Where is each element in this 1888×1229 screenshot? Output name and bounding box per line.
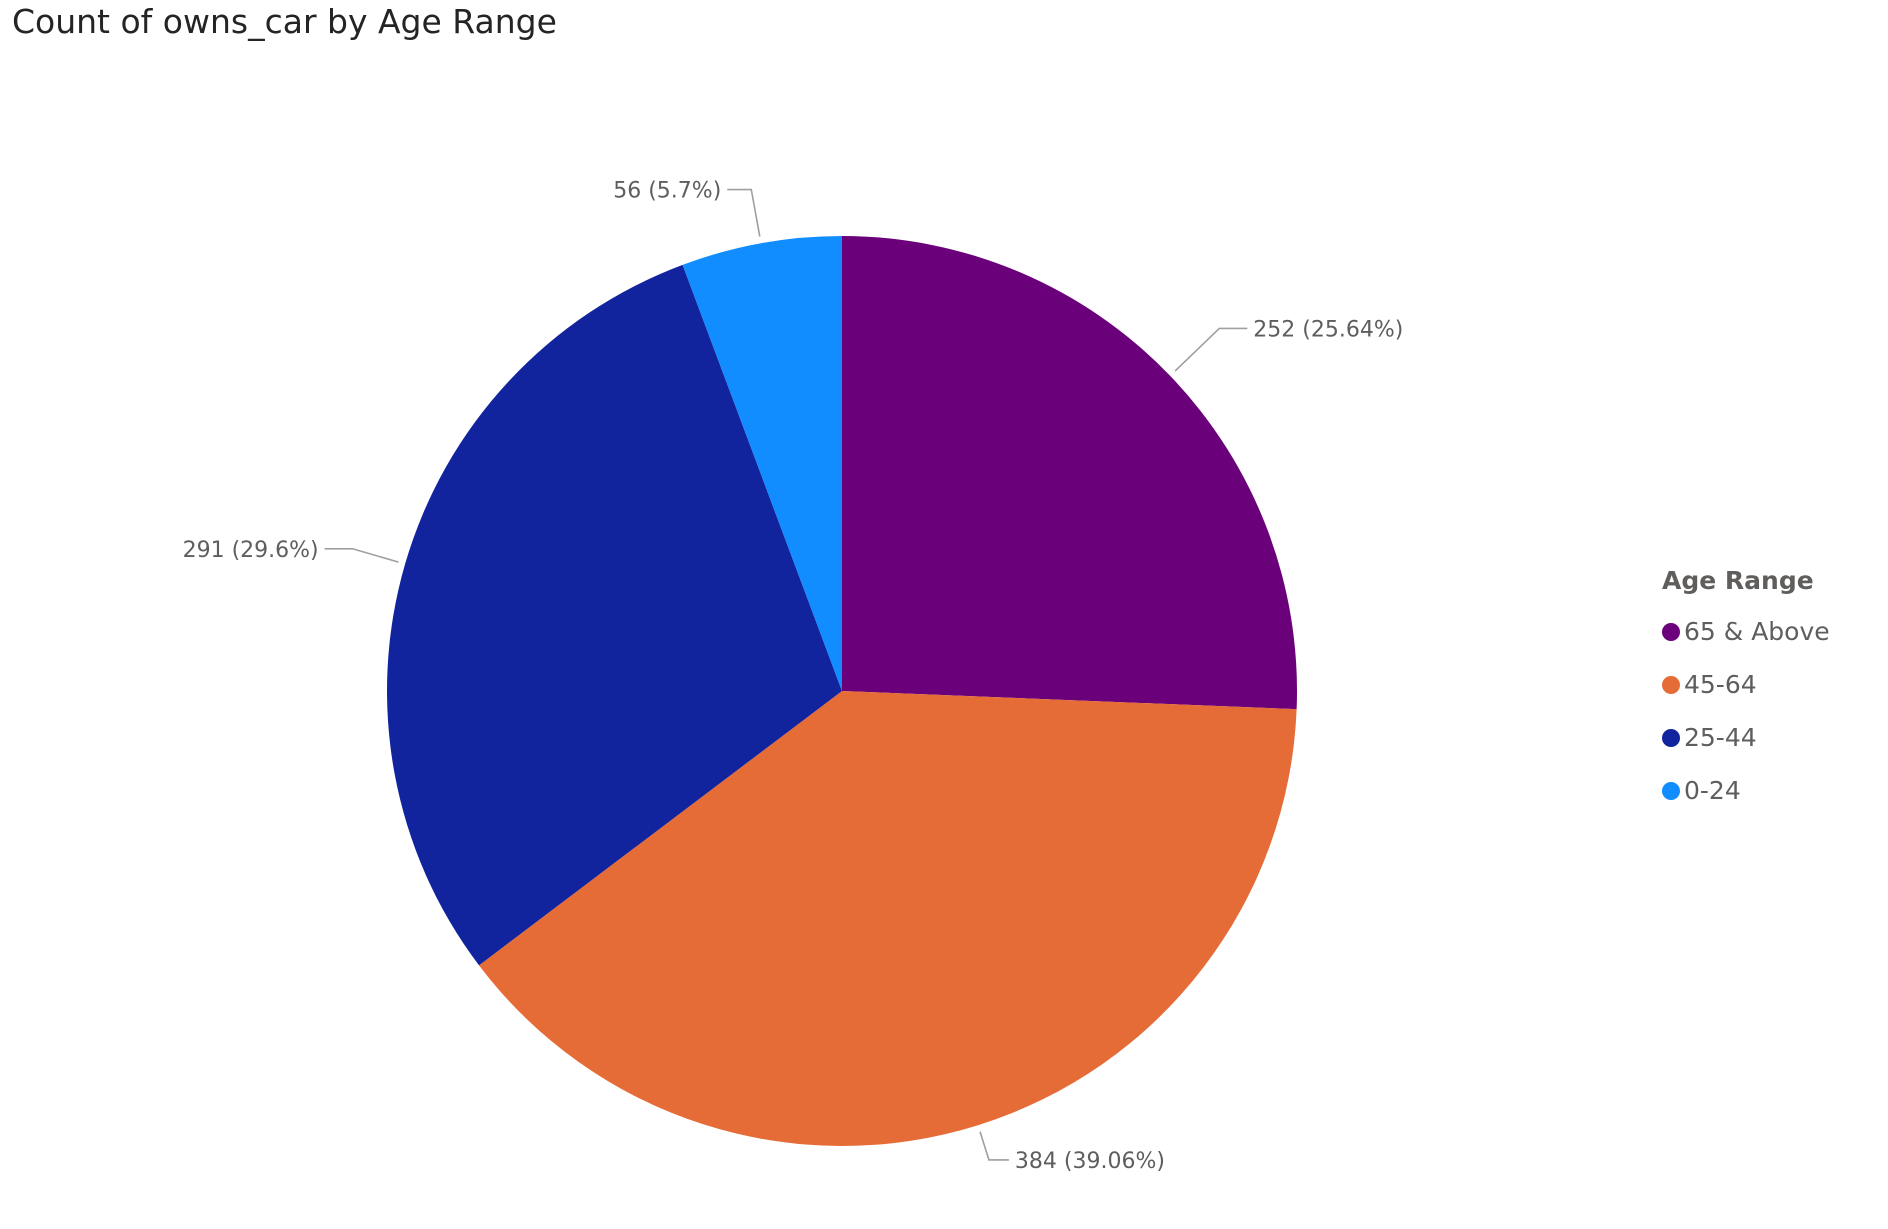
legend-label: 25-44 bbox=[1684, 723, 1757, 752]
pie-slice-25-44[interactable] bbox=[386, 264, 842, 966]
data-label: 252 (25.64%) bbox=[1253, 317, 1403, 342]
leader-line bbox=[979, 1131, 1009, 1161]
legend: Age Range 65 & Above 45-64 25-44 0-24 bbox=[1662, 566, 1830, 817]
legend-marker-icon bbox=[1662, 675, 1680, 694]
legend-label: 45-64 bbox=[1684, 670, 1757, 699]
pie-slices bbox=[386, 236, 1297, 1147]
data-label: 56 (5.7%) bbox=[613, 179, 721, 204]
pie-slice-0-24[interactable] bbox=[682, 236, 842, 691]
legend-item[interactable]: 25-44 bbox=[1662, 711, 1830, 764]
leader-line bbox=[324, 547, 399, 563]
legend-item[interactable]: 0-24 bbox=[1662, 764, 1830, 817]
legend-marker-icon bbox=[1662, 622, 1680, 641]
chart-title: Count of owns_car by Age Range bbox=[12, 2, 557, 41]
legend-item[interactable]: 65 & Above bbox=[1662, 605, 1830, 658]
leader-line bbox=[727, 188, 761, 237]
legend-marker-icon bbox=[1662, 781, 1680, 800]
legend-title: Age Range bbox=[1662, 566, 1814, 595]
pie-data-labels: 252 (25.64%) 384 (39.06%) 291 (29.6%) 56 (5… bbox=[183, 179, 1404, 1174]
data-label: 291 (29.6%) bbox=[183, 538, 319, 563]
legend-marker-icon bbox=[1662, 728, 1680, 747]
leader-line bbox=[1174, 327, 1248, 372]
data-label: 384 (39.06%) bbox=[1015, 1149, 1165, 1174]
legend-label: 65 & Above bbox=[1684, 617, 1830, 646]
legend-items: 65 & Above 45-64 25-44 0-24 bbox=[1662, 605, 1830, 817]
legend-label: 0-24 bbox=[1684, 776, 1741, 805]
pie-slice-65-above[interactable] bbox=[842, 236, 1297, 710]
pie-slice-45-64[interactable] bbox=[479, 691, 1297, 1147]
legend-item[interactable]: 45-64 bbox=[1662, 658, 1830, 711]
